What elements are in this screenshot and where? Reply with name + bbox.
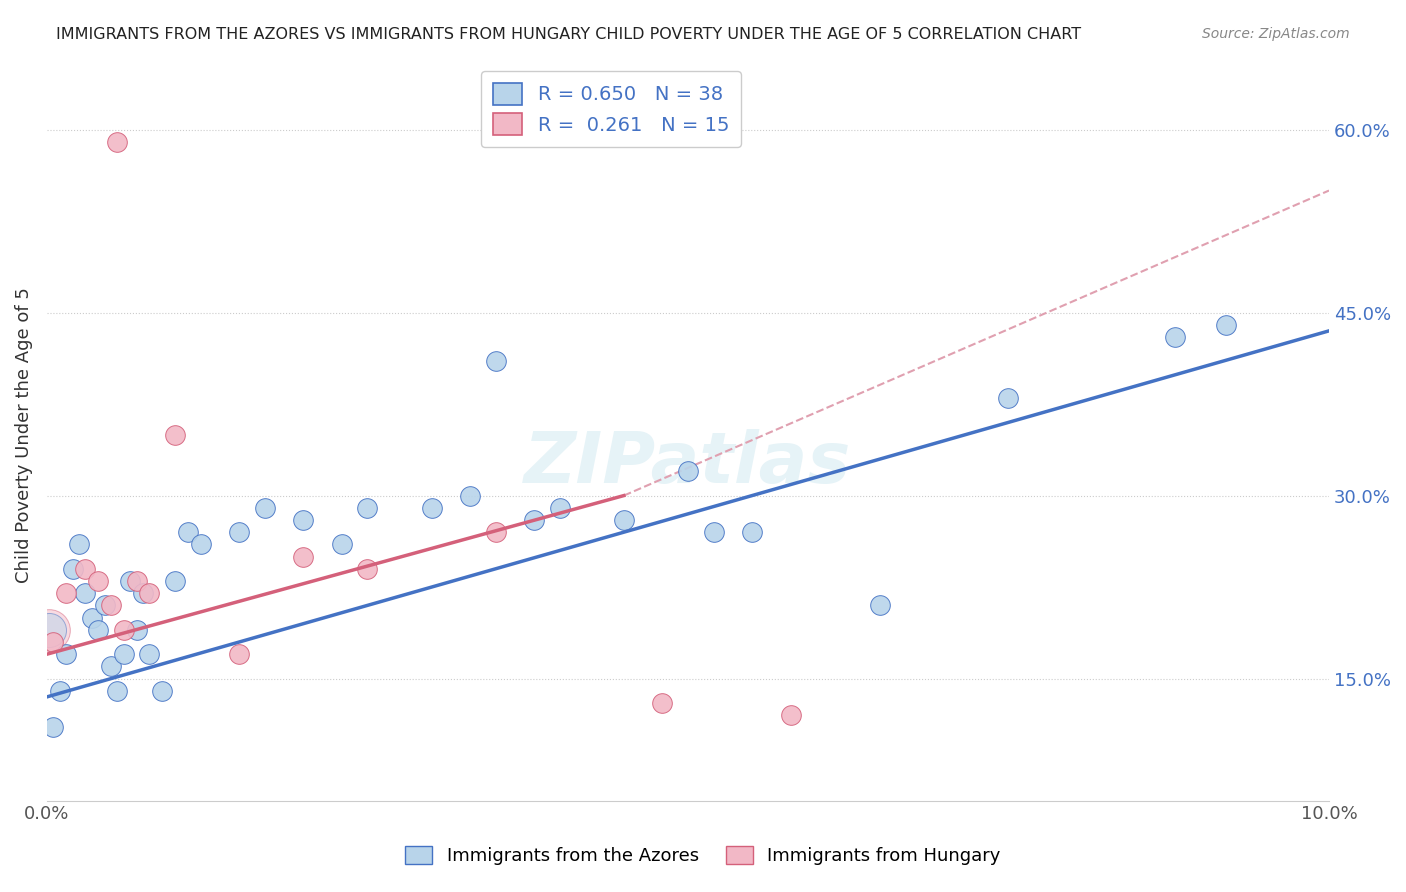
Point [292, 549, 315, 564]
Point [67, 537, 90, 551]
Point [107, 683, 129, 698]
Point [138, 586, 160, 600]
Point [165, 574, 187, 588]
Point [38, 623, 60, 637]
Point [62, 562, 84, 576]
Point [420, 500, 443, 515]
Point [869, 599, 891, 613]
Point [42, 635, 65, 649]
Text: ZIPatlas: ZIPatlas [524, 429, 852, 499]
Point [138, 647, 160, 661]
Point [741, 525, 763, 540]
Point [676, 464, 699, 478]
Point [703, 525, 725, 540]
Legend: R = 0.650   N = 38, R =  0.261   N = 15: R = 0.650 N = 38, R = 0.261 N = 15 [481, 71, 741, 147]
Point [112, 647, 135, 661]
Point [253, 500, 276, 515]
Point [42, 720, 65, 734]
Point [93, 599, 115, 613]
Point [55, 647, 77, 661]
Point [100, 599, 122, 613]
Text: IMMIGRANTS FROM THE AZORES VS IMMIGRANTS FROM HUNGARY CHILD POVERTY UNDER THE AG: IMMIGRANTS FROM THE AZORES VS IMMIGRANTS… [56, 27, 1081, 42]
Point [75, 586, 97, 600]
Point [651, 696, 673, 710]
Point [165, 427, 187, 442]
Point [1164, 330, 1187, 344]
Point [100, 659, 122, 673]
Point [548, 500, 571, 515]
Point [190, 537, 212, 551]
Text: Source: ZipAtlas.com: Source: ZipAtlas.com [1202, 27, 1350, 41]
Point [48, 683, 70, 698]
Point [228, 647, 250, 661]
Point [458, 489, 481, 503]
Point [177, 525, 200, 540]
Point [613, 513, 636, 527]
Point [150, 683, 173, 698]
Point [330, 537, 353, 551]
Point [112, 623, 135, 637]
Point [125, 574, 148, 588]
Point [356, 562, 378, 576]
Point [80, 610, 103, 624]
Point [75, 562, 97, 576]
Point [87, 623, 110, 637]
Legend: Immigrants from the Azores, Immigrants from Hungary: Immigrants from the Azores, Immigrants f… [396, 837, 1010, 874]
Point [292, 513, 315, 527]
Point [132, 586, 155, 600]
Point [125, 623, 148, 637]
Point [120, 574, 142, 588]
Point [523, 513, 546, 527]
Point [55, 586, 77, 600]
Point [38, 623, 60, 637]
Y-axis label: Child Poverty Under the Age of 5: Child Poverty Under the Age of 5 [15, 286, 32, 582]
Point [356, 500, 378, 515]
Point [779, 708, 801, 723]
Point [997, 391, 1019, 405]
Point [485, 525, 508, 540]
Point [228, 525, 250, 540]
Point [1215, 318, 1237, 332]
Point [107, 135, 129, 149]
Point [485, 354, 508, 368]
Point [87, 574, 110, 588]
